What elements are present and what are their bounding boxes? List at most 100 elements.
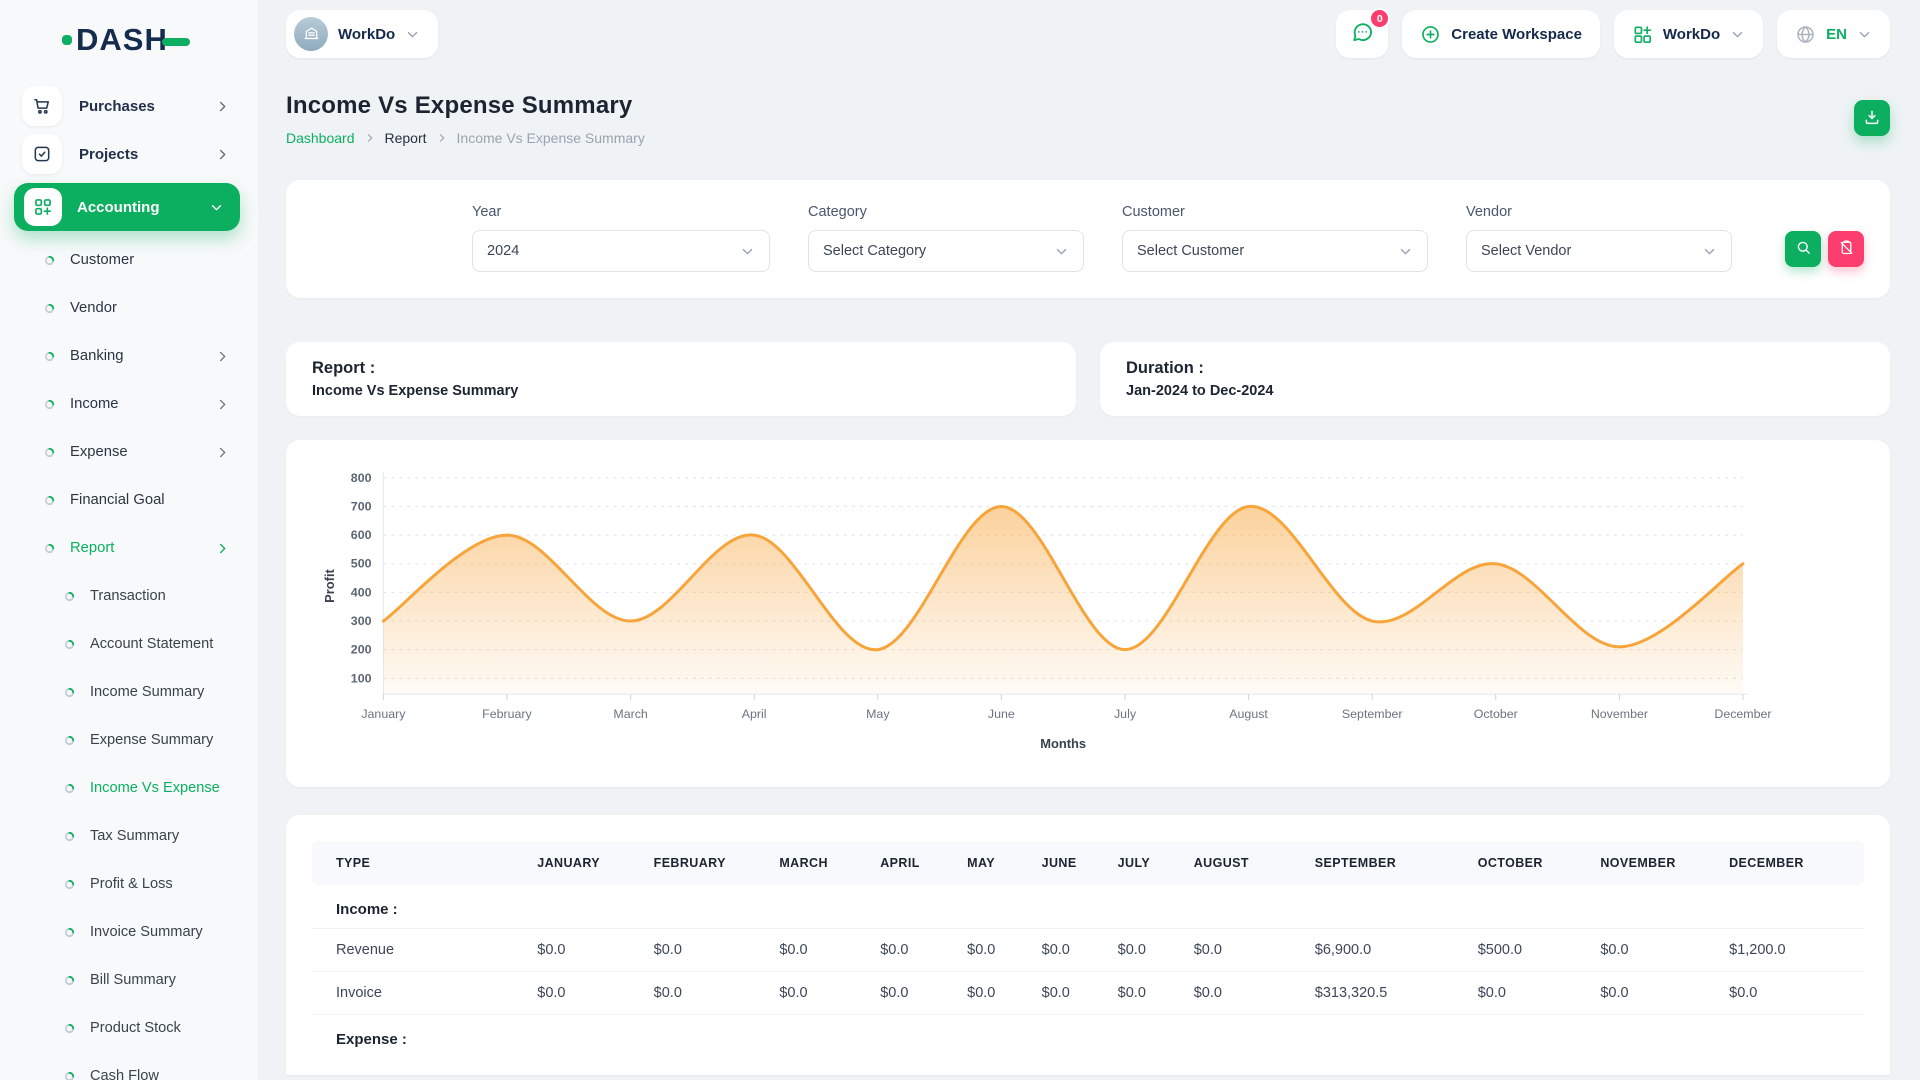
cell-value: $1,200.0 [1721, 929, 1864, 972]
column-header: NOVEMBER [1592, 841, 1721, 885]
sidebar-item-banking[interactable]: Banking [0, 332, 258, 380]
brand-logo[interactable]: DASH [62, 22, 258, 58]
create-workspace-label: Create Workspace [1451, 26, 1582, 43]
sidebar-item-purchases[interactable]: Purchases [0, 82, 258, 130]
sidebar-item-report[interactable]: Report [0, 524, 258, 572]
apply-filter-button[interactable] [1785, 231, 1821, 267]
topbar: WorkDo 0 Create Workspace WorkDo [286, 10, 1890, 58]
sidebar-item-label: Expense [70, 444, 128, 460]
table-card: TYPEJANUARYFEBRUARYMARCHAPRILMAYJUNEJULY… [286, 815, 1890, 1075]
sidebar-item-customer[interactable]: Customer [0, 236, 258, 284]
workspace-name: WorkDo [338, 26, 395, 43]
bullet-icon [64, 735, 75, 746]
cell-value: $0.0 [646, 929, 772, 972]
breadcrumb-current: Income Vs Expense Summary [457, 130, 645, 146]
messages-button[interactable]: 0 [1336, 10, 1388, 58]
svg-text:800: 800 [351, 471, 372, 485]
svg-text:September: September [1342, 707, 1403, 721]
column-header: JANUARY [529, 841, 645, 885]
svg-text:400: 400 [351, 585, 372, 599]
bullet-icon [44, 255, 55, 266]
language-label: EN [1826, 26, 1847, 43]
vendor-select-value: Select Vendor [1481, 243, 1571, 259]
group-row: Expense : [312, 1015, 1864, 1059]
sidebar-item-transaction[interactable]: Transaction [0, 572, 258, 620]
svg-text:Months: Months [1040, 736, 1086, 751]
create-workspace-button[interactable]: Create Workspace [1402, 10, 1600, 58]
chevron-right-icon [215, 99, 230, 114]
chevron-down-icon [209, 200, 224, 215]
bullet-icon [44, 495, 55, 506]
column-header: MAY [959, 841, 1033, 885]
sidebar-item-tax-summary[interactable]: Tax Summary [0, 812, 258, 860]
svg-text:December: December [1714, 707, 1771, 721]
chevron-right-icon [215, 147, 230, 162]
sidebar-item-label: Cash Flow [90, 1068, 159, 1080]
year-select[interactable]: 2024 [472, 230, 770, 272]
reset-filter-button[interactable] [1828, 231, 1864, 267]
sidebar-item-label: Product Stock [90, 1020, 181, 1036]
svg-text:August: August [1229, 707, 1268, 721]
sidebar-item-cash-flow[interactable]: Cash Flow [0, 1052, 258, 1080]
logo-dash-icon [162, 38, 190, 46]
workdo-menu-button[interactable]: WorkDo [1614, 10, 1763, 58]
cell-value: $0.0 [1592, 972, 1721, 1015]
cell-value: $0.0 [959, 972, 1033, 1015]
year-field: Year 2024 [472, 204, 770, 272]
sidebar-item-projects[interactable]: Projects [0, 130, 258, 178]
sidebar: DASH PurchasesProjects Accounting Customer… [0, 0, 258, 1080]
cell-value: $0.0 [771, 929, 872, 972]
svg-text:July: July [1114, 707, 1137, 721]
workspace-switcher[interactable]: WorkDo [286, 10, 438, 58]
sidebar-item-expense-summary[interactable]: Expense Summary [0, 716, 258, 764]
workdo-menu-label: WorkDo [1663, 26, 1720, 43]
breadcrumb-dashboard[interactable]: Dashboard [286, 130, 355, 146]
vendor-select[interactable]: Select Vendor [1466, 230, 1732, 272]
chevron-down-icon [1857, 27, 1872, 42]
breadcrumb-report[interactable]: Report [385, 130, 427, 146]
sidebar-item-account-statement[interactable]: Account Statement [0, 620, 258, 668]
cell-value: $0.0 [646, 972, 772, 1015]
customer-select[interactable]: Select Customer [1122, 230, 1428, 272]
cell-value: $0.0 [1034, 972, 1110, 1015]
row-type: Revenue [312, 929, 529, 972]
logo-text: DASH [76, 22, 168, 58]
cell-value: $0.0 [1721, 972, 1864, 1015]
language-selector[interactable]: EN [1777, 10, 1890, 58]
table-header-row: TYPEJANUARYFEBRUARYMARCHAPRILMAYJUNEJULY… [312, 841, 1864, 885]
category-select[interactable]: Select Category [808, 230, 1084, 272]
download-button[interactable] [1854, 100, 1890, 136]
svg-text:100: 100 [351, 671, 372, 685]
svg-text:200: 200 [351, 643, 372, 657]
sidebar-item-label: Banking [70, 348, 123, 364]
category-select-value: Select Category [823, 243, 926, 259]
year-label: Year [472, 204, 770, 220]
sidebar-item-product-stock[interactable]: Product Stock [0, 1004, 258, 1052]
column-header: SEPTEMBER [1307, 841, 1470, 885]
sidebar-item-income-summary[interactable]: Income Summary [0, 668, 258, 716]
sidebar-item-income-vs-expense[interactable]: Income Vs Expense [0, 764, 258, 812]
sidebar-item-income[interactable]: Income [0, 380, 258, 428]
search-icon [1795, 239, 1812, 259]
bullet-icon [64, 927, 75, 938]
page-header: Income Vs Expense Summary [286, 92, 1890, 120]
sidebar-item-vendor[interactable]: Vendor [0, 284, 258, 332]
sidebar-item-label: Income [70, 396, 119, 412]
sidebar-item-bill-summary[interactable]: Bill Summary [0, 956, 258, 1004]
sidebar-item-accounting[interactable]: Accounting [14, 183, 240, 231]
svg-text:February: February [482, 707, 532, 721]
sidebar-item-label: Transaction [90, 588, 166, 604]
sidebar-item-profit-loss[interactable]: Profit & Loss [0, 860, 258, 908]
cell-value: $0.0 [771, 972, 872, 1015]
sidebar-item-label: Accounting [77, 199, 160, 216]
sidebar-item-label: Invoice Summary [90, 924, 203, 940]
svg-text:May: May [866, 707, 890, 721]
sidebar-item-label: Report [70, 540, 114, 556]
sidebar-item-invoice-summary[interactable]: Invoice Summary [0, 908, 258, 956]
bullet-icon [44, 399, 55, 410]
sidebar-item-financial-goal[interactable]: Financial Goal [0, 476, 258, 524]
group-row: Income : [312, 885, 1864, 929]
sidebar-item-expense[interactable]: Expense [0, 428, 258, 476]
column-header: MARCH [771, 841, 872, 885]
checkbox-icon [22, 134, 62, 174]
